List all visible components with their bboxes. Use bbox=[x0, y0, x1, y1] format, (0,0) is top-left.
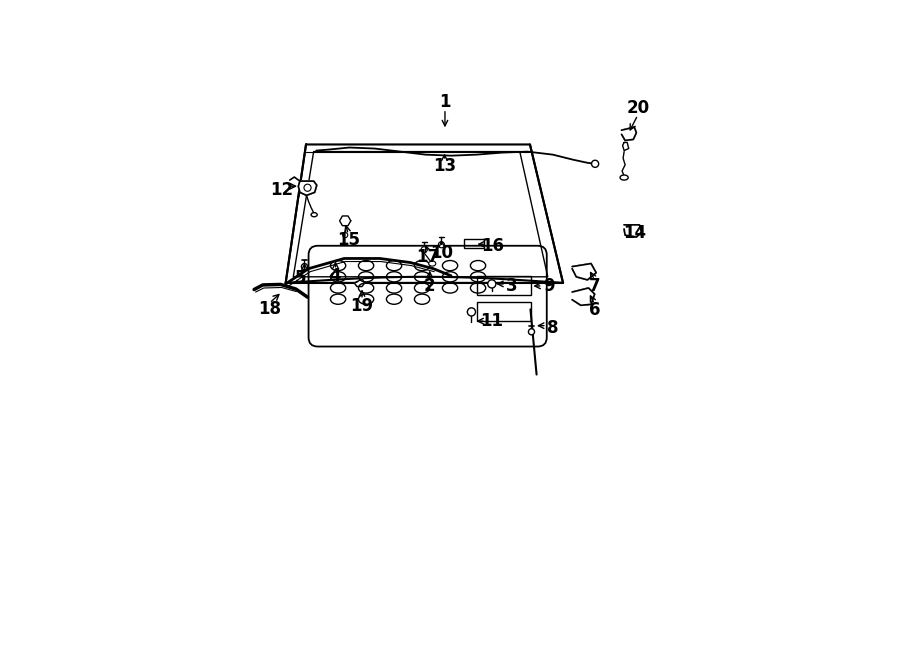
Text: 9: 9 bbox=[543, 277, 554, 295]
Bar bbox=[464, 239, 484, 248]
Ellipse shape bbox=[428, 261, 436, 266]
Text: 13: 13 bbox=[433, 157, 456, 175]
Text: 15: 15 bbox=[337, 231, 360, 249]
Text: 18: 18 bbox=[258, 300, 281, 319]
Text: 4: 4 bbox=[329, 267, 341, 285]
Text: 5: 5 bbox=[295, 269, 307, 287]
Polygon shape bbox=[355, 279, 365, 286]
Text: 10: 10 bbox=[430, 245, 454, 262]
Circle shape bbox=[438, 242, 445, 248]
Polygon shape bbox=[572, 264, 596, 280]
Text: 17: 17 bbox=[417, 249, 440, 266]
Text: 20: 20 bbox=[626, 99, 650, 118]
Text: 7: 7 bbox=[589, 277, 600, 295]
Polygon shape bbox=[624, 225, 642, 237]
Text: 8: 8 bbox=[547, 319, 559, 336]
Ellipse shape bbox=[311, 213, 317, 217]
Text: 16: 16 bbox=[481, 237, 504, 255]
Circle shape bbox=[421, 247, 428, 253]
Circle shape bbox=[488, 280, 496, 288]
Circle shape bbox=[591, 160, 599, 167]
Circle shape bbox=[528, 329, 535, 335]
Text: 2: 2 bbox=[424, 277, 436, 295]
Text: 3: 3 bbox=[507, 277, 518, 295]
Polygon shape bbox=[572, 288, 595, 305]
Ellipse shape bbox=[620, 175, 628, 180]
Text: 6: 6 bbox=[589, 301, 600, 319]
Bar bbox=[476, 276, 532, 295]
FancyBboxPatch shape bbox=[309, 246, 547, 346]
Text: 14: 14 bbox=[623, 224, 646, 242]
Polygon shape bbox=[622, 127, 636, 140]
Circle shape bbox=[304, 184, 311, 191]
Text: 1: 1 bbox=[439, 93, 451, 111]
Polygon shape bbox=[299, 181, 317, 196]
Circle shape bbox=[302, 264, 308, 270]
Text: 11: 11 bbox=[481, 312, 503, 330]
Bar bbox=[476, 302, 532, 321]
Circle shape bbox=[343, 233, 347, 237]
Text: 12: 12 bbox=[271, 181, 293, 199]
Circle shape bbox=[467, 308, 475, 316]
Text: 19: 19 bbox=[350, 297, 374, 315]
